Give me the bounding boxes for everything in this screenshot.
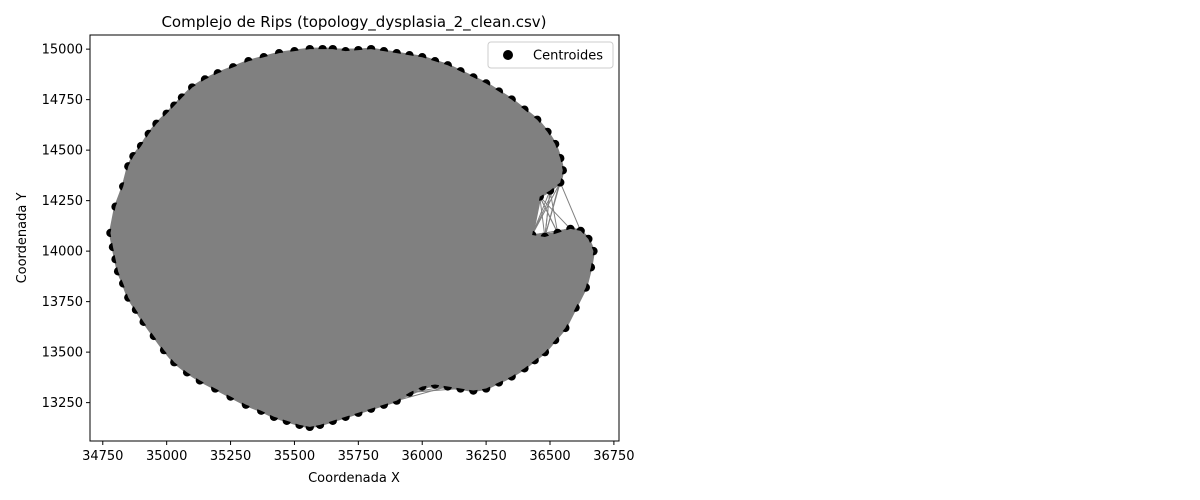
x-tick-label: 34750 — [82, 449, 123, 464]
rips-edge — [531, 190, 551, 236]
rips-mesh-overlay — [110, 49, 594, 427]
y-tick-label: 13250 — [42, 396, 83, 411]
rips-edge — [539, 196, 559, 234]
rips-edge — [559, 182, 582, 232]
x-tick-label: 35250 — [210, 449, 251, 464]
y-axis-ticks: 13250 13500 13750 14000 14250 14500 14750 15000 — [42, 43, 90, 411]
rips-edge — [539, 196, 546, 238]
x-tick-label: 36750 — [593, 449, 634, 464]
x-tick-label: 35750 — [338, 449, 379, 464]
y-tick-label: 14250 — [42, 194, 83, 209]
y-tick-label: 13750 — [42, 295, 83, 310]
y-tick-label: 13500 — [42, 346, 83, 361]
chart-title: Complejo de Rips (topology_dysplasia_2_c… — [161, 13, 546, 32]
x-tick-label: 36500 — [529, 449, 570, 464]
y-tick-label: 14500 — [42, 144, 83, 159]
x-tick-label: 36000 — [402, 449, 443, 464]
legend-label-centroides: Centroides — [533, 49, 603, 64]
rips-edge — [544, 190, 551, 238]
rips-edge — [396, 385, 448, 402]
plot-area — [106, 44, 598, 432]
rips-edge — [532, 228, 571, 236]
y-axis-label: Coordenada Y — [15, 193, 30, 284]
x-tick-label: 35500 — [274, 449, 315, 464]
legend-marker — [503, 50, 513, 60]
axes-frame — [89, 34, 620, 442]
x-tick-label: 36250 — [465, 449, 506, 464]
centroid-points — [106, 44, 598, 432]
y-tick-label: 15000 — [42, 43, 83, 58]
x-tick-label: 35000 — [146, 449, 187, 464]
x-axis-label: Coordenada X — [308, 471, 400, 486]
legend-box — [487, 41, 614, 69]
x-axis-ticks: 34750 35000 35250 35500 35750 36000 36250 36500… — [82, 441, 635, 464]
y-tick-label: 14000 — [42, 245, 83, 260]
y-tick-label: 14750 — [42, 93, 83, 108]
rips-edge — [539, 196, 571, 230]
legend: Centroides — [487, 41, 614, 69]
